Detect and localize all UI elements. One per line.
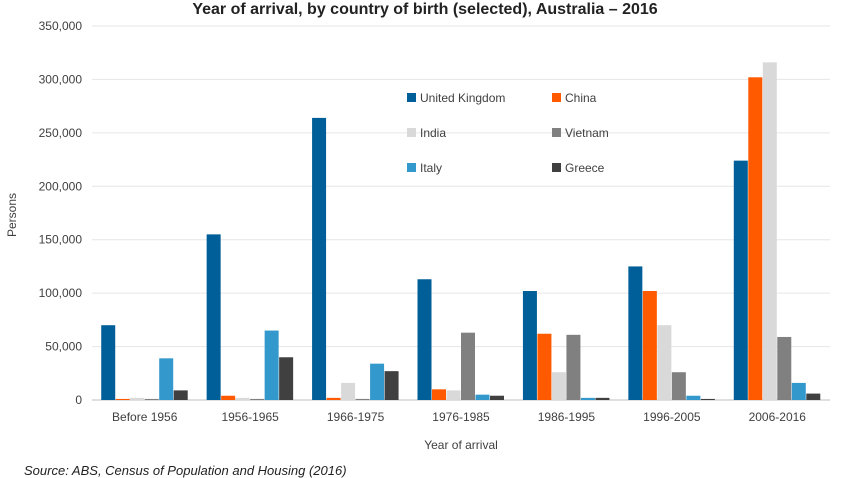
bar-vietnam <box>144 398 159 400</box>
x-tick-label: Before 1956 <box>112 410 178 424</box>
y-tick-label: 350,000 <box>39 19 83 33</box>
legend-swatch <box>552 128 561 137</box>
chart-title: Year of arrival, by country of birth (se… <box>192 1 658 18</box>
bar-united-kingdom <box>417 279 432 400</box>
bar-united-kingdom <box>522 291 537 400</box>
bar-united-kingdom <box>733 160 748 400</box>
bar-india <box>762 62 777 401</box>
y-tick-label: 200,000 <box>39 179 83 193</box>
bar-greece <box>806 393 821 400</box>
bar-italy <box>264 330 279 400</box>
bar-greece <box>700 398 715 400</box>
bar-greece <box>595 397 610 400</box>
bar-italy <box>475 394 490 400</box>
bar-united-kingdom <box>628 266 643 400</box>
legend-label: China <box>565 91 597 105</box>
bar-vietnam <box>566 334 581 400</box>
legend-swatch <box>407 93 416 102</box>
bar-greece <box>490 395 504 400</box>
x-tick-label: 1976-1985 <box>432 410 490 424</box>
bar-greece <box>384 371 399 400</box>
y-tick-label: 300,000 <box>39 72 83 86</box>
bar-china <box>748 77 763 400</box>
bar-vietnam <box>355 398 370 400</box>
bar-greece <box>173 390 188 400</box>
x-tick-label: 1986-1995 <box>538 410 596 424</box>
bar-greece <box>279 357 294 400</box>
bar-india <box>657 325 672 400</box>
bar-united-kingdom <box>312 117 327 400</box>
x-axis-label: Year of arrival <box>424 438 498 452</box>
legend-label: Vietnam <box>565 126 609 140</box>
bar-china <box>221 395 236 400</box>
bar-vietnam <box>671 372 686 400</box>
y-tick-label: 250,000 <box>39 126 83 140</box>
x-tick-label: 2006-2016 <box>749 410 807 424</box>
bar-india <box>551 372 566 400</box>
bar-united-kingdom <box>206 234 221 400</box>
bar-italy <box>370 363 385 400</box>
legend-swatch <box>552 163 561 172</box>
bar-china <box>326 397 341 400</box>
legend-label: India <box>420 126 446 140</box>
x-tick-label: 1956-1965 <box>221 410 279 424</box>
x-tick-label: 1966-1975 <box>327 410 385 424</box>
bar-china <box>642 291 657 400</box>
bar-vietnam <box>461 332 475 400</box>
bar-china <box>537 333 552 400</box>
bar-italy <box>686 395 701 400</box>
bar-italy <box>791 382 806 400</box>
bar-united-kingdom <box>101 325 116 400</box>
legend-label: Italy <box>420 161 442 175</box>
y-tick-label: 150,000 <box>39 233 83 247</box>
y-tick-label: 0 <box>75 393 82 407</box>
legend-swatch <box>407 128 416 137</box>
y-tick-label: 100,000 <box>39 286 83 300</box>
bar-china <box>115 398 130 400</box>
legend-label: United Kingdom <box>420 91 505 105</box>
bar-vietnam <box>777 336 792 400</box>
legend-label: Greece <box>565 161 605 175</box>
bar-india <box>341 382 356 400</box>
bar-india <box>446 390 461 400</box>
y-axis-label: Persons <box>5 193 19 237</box>
x-tick-label: 1996-2005 <box>643 410 701 424</box>
y-tick-label: 50,000 <box>45 340 82 354</box>
source-note: Source: ABS, Census of Population and Ho… <box>24 463 347 478</box>
bar-india <box>130 397 145 400</box>
bar-china <box>432 389 446 400</box>
legend-swatch <box>407 163 416 172</box>
bar-vietnam <box>250 398 265 400</box>
bar-india <box>235 397 250 400</box>
bar-italy <box>159 358 174 400</box>
legend-swatch <box>552 93 561 102</box>
bar-italy <box>580 397 595 400</box>
